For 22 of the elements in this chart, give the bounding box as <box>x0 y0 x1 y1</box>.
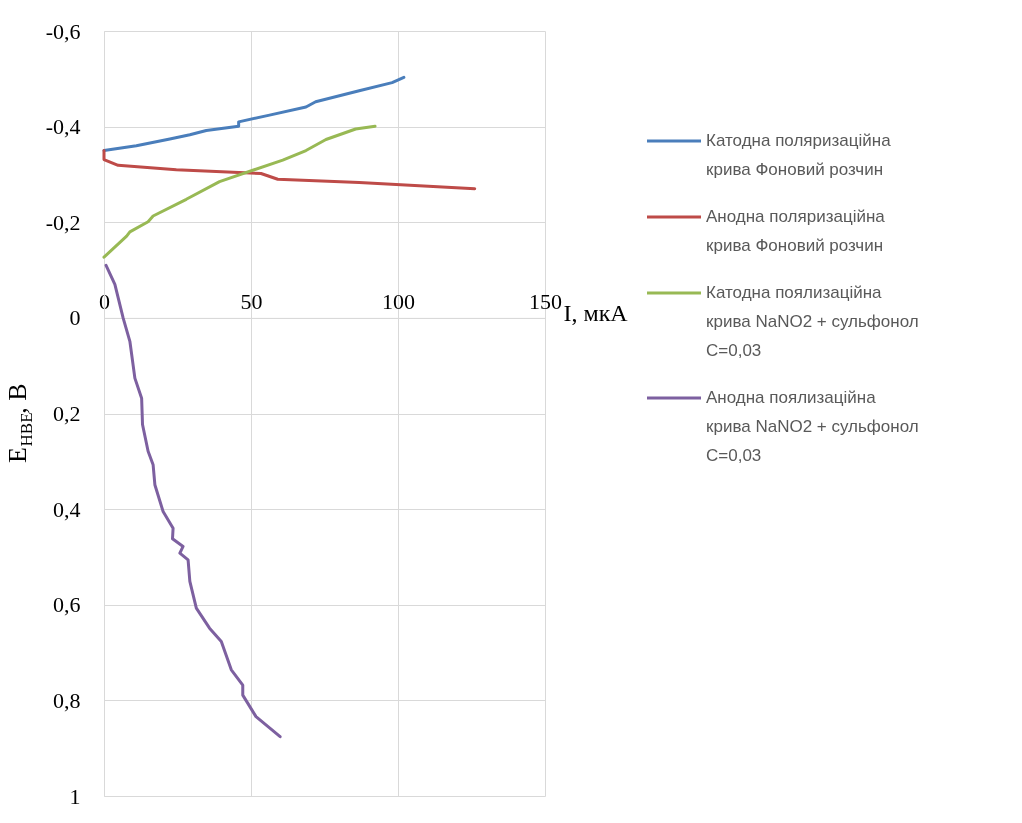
y-tick-label: 0,4 <box>53 496 81 522</box>
y-tick-label: -0,2 <box>45 209 81 235</box>
x-tick-label: 0 <box>99 289 110 315</box>
line-series <box>102 75 406 153</box>
y-tick-label: 0,2 <box>53 401 81 426</box>
x-tick-label: 100 <box>382 289 415 315</box>
y-tick-label: 0 <box>69 305 81 331</box>
legend-label: Катодна поялизаційна крива NaNO2 + сульфонол C=0,03 <box>706 283 919 360</box>
y-tick-label: 1 <box>69 783 81 809</box>
y-axis-title: EНВЕ, В <box>3 383 36 464</box>
legend-label: Анодна поялизаційна крива NaNO2 + сульфонол C=0,03 <box>706 388 919 465</box>
y-tick-label: -0,4 <box>45 114 81 140</box>
y-tick-label: -0,6 <box>45 18 81 44</box>
line-series <box>102 149 477 191</box>
y-tick-label: 0,6 <box>53 592 81 618</box>
line-series <box>102 124 377 259</box>
x-tick-label: 50 <box>240 289 263 315</box>
y-tick-label: 0,8 <box>53 687 81 713</box>
legend-label: Катодна поляризаційна крива Фоновий розчин <box>706 131 892 179</box>
x-tick-label: 150 <box>529 289 562 315</box>
x-axis-title: I, мкА <box>563 300 629 327</box>
legend-label: Анодна поляризаційна крива Фоновий розчин <box>706 207 886 255</box>
